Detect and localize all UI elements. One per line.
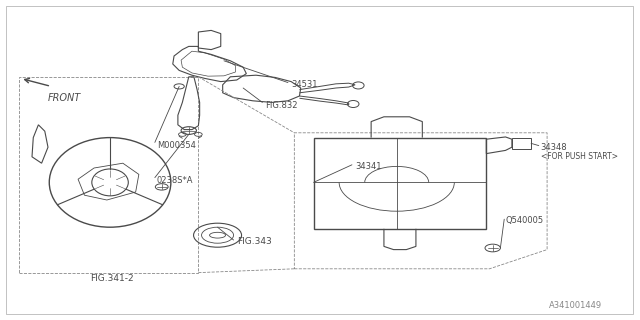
Text: 34348: 34348	[541, 143, 567, 152]
Text: 34341: 34341	[355, 162, 381, 171]
Text: FIG.343: FIG.343	[237, 237, 271, 246]
Text: M000354: M000354	[157, 141, 196, 150]
Text: FIG.341-2: FIG.341-2	[90, 274, 134, 283]
Text: FRONT: FRONT	[48, 93, 81, 103]
Text: <FOR PUSH START>: <FOR PUSH START>	[541, 152, 618, 161]
Text: Q540005: Q540005	[506, 216, 543, 225]
Text: 0238S*A: 0238S*A	[157, 176, 193, 185]
Text: FIG.832: FIG.832	[266, 101, 298, 110]
Text: A341001449: A341001449	[549, 301, 602, 310]
Text: 34531: 34531	[291, 80, 317, 89]
